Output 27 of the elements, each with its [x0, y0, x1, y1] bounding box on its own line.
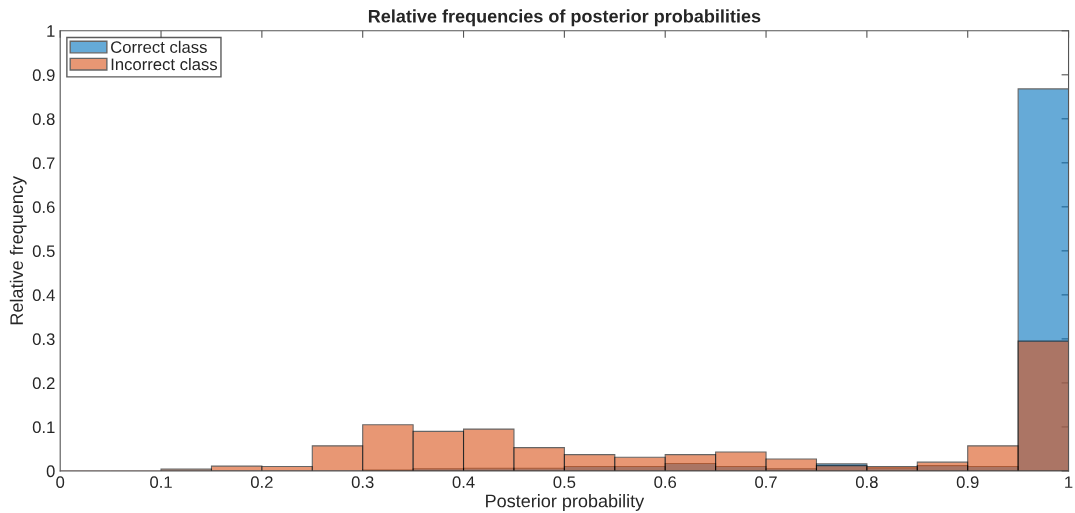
legend-label: Correct class — [111, 40, 207, 54]
x-tick-label: 0.9 — [956, 476, 979, 489]
legend-label: Incorrect class — [111, 57, 218, 71]
y-tick-label: 0.3 — [32, 333, 55, 346]
chart-title: Relative frequencies of posterior probabilities — [368, 9, 761, 27]
y-tick-label: 0.5 — [32, 245, 55, 258]
y-tick-label: 1 — [47, 25, 55, 37]
x-tick-label: 0.5 — [553, 476, 576, 489]
x-tick-label: 0.3 — [351, 476, 374, 489]
x-axis-title: Posterior probability — [486, 494, 645, 511]
x-tick-label: 0.8 — [855, 476, 878, 489]
x-tick-label: 0.2 — [250, 476, 273, 489]
x-tick-label: 0 — [56, 476, 65, 489]
x-tick-label: 0.6 — [654, 476, 677, 489]
y-tick-label: 0.9 — [32, 69, 55, 81]
y-tick-label: 0.1 — [32, 421, 55, 434]
y-tick-label: 0.2 — [32, 377, 55, 390]
x-tick-label: 0.1 — [150, 476, 172, 489]
y-tick-label: 0.8 — [32, 113, 55, 126]
x-tick-label: 1 — [1065, 476, 1073, 488]
y-tick-label: 0 — [46, 465, 55, 478]
x-tick-label: 0.7 — [755, 476, 777, 489]
y-tick-label: 0.4 — [32, 289, 55, 302]
x-tick-label: 0.4 — [452, 476, 475, 489]
y-tick-label: 0.7 — [32, 157, 55, 170]
y-tick-label: 0.6 — [32, 201, 55, 214]
y-axis-title: Relative frequency — [9, 176, 27, 325]
